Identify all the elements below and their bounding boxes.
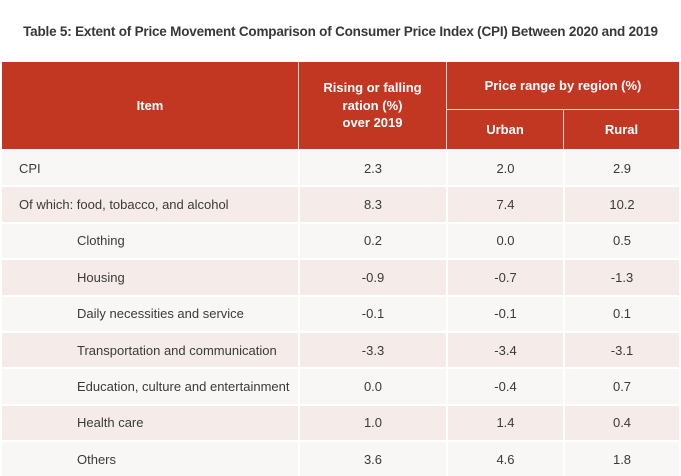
value-cell: -1.3 — [563, 258, 680, 295]
value-cell: -3.4 — [446, 330, 563, 368]
table-row-food-tobacco-alcohol: Of which: food, tobacco, and alcohol 8.3… — [2, 185, 680, 222]
value-cell: -0.9 — [298, 258, 446, 295]
table-row-health-care: Health care 1.0 1.4 0.4 — [2, 403, 680, 441]
item-cell: Education, culture and entertainment — [2, 367, 298, 404]
value-cell: 0.1 — [563, 294, 680, 331]
table-row-daily-necessities: Daily necessities and service -0.1 -0.1 … — [2, 294, 680, 331]
item-cell: Health care — [2, 403, 298, 441]
table-row-clothing: Clothing 0.2 0.0 0.5 — [2, 221, 680, 259]
table-row-transportation: Transportation and communication -3.3 -3… — [2, 330, 680, 368]
item-cell: Clothing — [2, 221, 298, 259]
value-cell: -0.7 — [446, 258, 563, 295]
value-cell: -0.4 — [446, 367, 563, 404]
value-cell: 1.0 — [298, 403, 446, 441]
value-cell: 2.3 — [298, 149, 446, 186]
table-row-housing: Housing -0.9 -0.7 -1.3 — [2, 258, 680, 295]
table-row-others: Others 3.6 4.6 1.8 — [2, 440, 680, 476]
value-cell: 0.5 — [563, 221, 680, 259]
value-cell: 7.4 — [446, 185, 563, 222]
value-cell: 2.0 — [446, 149, 563, 186]
header-cell-item: Item — [2, 62, 298, 149]
value-cell: 4.6 — [446, 440, 563, 476]
item-cell: Housing — [2, 258, 298, 295]
value-cell: 0.4 — [563, 403, 680, 441]
value-cell: -0.1 — [298, 294, 446, 331]
value-cell: 1.8 — [563, 440, 680, 476]
value-cell: 0.0 — [446, 221, 563, 259]
header-cell-rural: Rural — [563, 110, 680, 149]
header-cell-urban: Urban — [446, 110, 563, 149]
table-row-cpi: CPI 2.3 2.0 2.9 — [2, 149, 680, 186]
value-cell: 0.2 — [298, 221, 446, 259]
item-cell: Of which: food, tobacco, and alcohol — [2, 185, 298, 222]
value-cell: 1.4 — [446, 403, 563, 441]
value-cell: -3.1 — [563, 330, 680, 368]
value-cell: 10.2 — [563, 185, 680, 222]
value-cell: 0.7 — [563, 367, 680, 404]
header-cell-rising-ratio: Rising or falling ration (%) over 2019 — [298, 62, 446, 149]
table-row-education-culture: Education, culture and entertainment 0.0… — [2, 367, 680, 404]
header-cell-price-range: Price range by region (%) — [446, 62, 680, 110]
value-cell: 0.0 — [298, 367, 446, 404]
table-caption: Table 5: Extent of Price Movement Compar… — [0, 0, 681, 62]
table-header: Item Rising or falling ration (%) over 2… — [2, 62, 680, 149]
value-cell: -0.1 — [446, 294, 563, 331]
item-cell: Daily necessities and service — [2, 294, 298, 331]
item-cell: CPI — [2, 149, 298, 186]
cpi-table: Item Rising or falling ration (%) over 2… — [2, 62, 680, 476]
value-cell: 3.6 — [298, 440, 446, 476]
table-body: CPI 2.3 2.0 2.9 Of which: food, tobacco,… — [2, 149, 680, 476]
value-cell: 8.3 — [298, 185, 446, 222]
value-cell: 2.9 — [563, 149, 680, 186]
value-cell: -3.3 — [298, 330, 446, 368]
item-cell: Transportation and communication — [2, 330, 298, 368]
item-cell: Others — [2, 440, 298, 476]
